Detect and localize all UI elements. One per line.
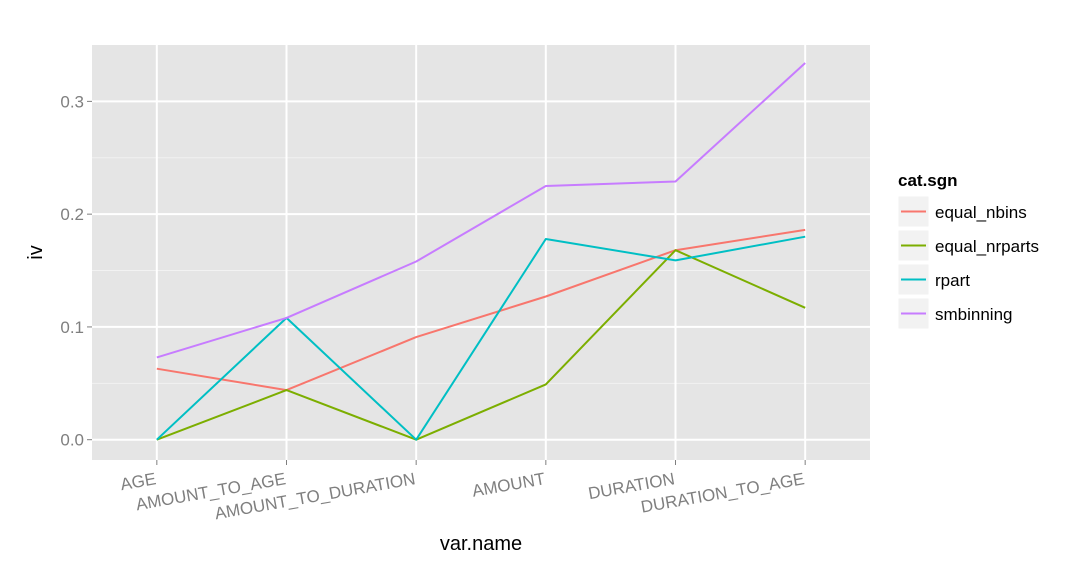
y-tick-label: 0.0 — [60, 431, 84, 450]
y-tick-label: 0.3 — [60, 92, 84, 111]
plot-panel — [92, 45, 870, 460]
series-lines — [156, 62, 806, 441]
x-axis-title: var.name — [440, 533, 522, 555]
legend-label-smbinning: smbinning — [935, 305, 1013, 324]
series-line-equal_nrparts — [156, 249, 806, 441]
y-axis: 0.0 0.1 0.2 0.3 — [60, 92, 92, 450]
x-tick-label: AMOUNT — [471, 469, 547, 501]
legend-label-equal_nbins: equal_nbins — [935, 203, 1027, 222]
legend-title: cat.sgn — [898, 171, 958, 190]
legend-label-equal_nrparts: equal_nrparts — [935, 237, 1039, 256]
major-gridlines — [92, 45, 870, 460]
y-tick-label: 0.1 — [60, 318, 84, 337]
series-line-smbinning — [156, 62, 806, 359]
x-tick-label: AGE — [119, 469, 158, 494]
y-axis-title: iv — [25, 245, 47, 259]
legend-label-rpart: rpart — [935, 271, 970, 290]
minor-gridlines — [92, 157, 870, 384]
y-tick-label: 0.2 — [60, 205, 84, 224]
series-line-equal_nbins — [156, 228, 806, 392]
series-line-rpart — [156, 235, 806, 441]
